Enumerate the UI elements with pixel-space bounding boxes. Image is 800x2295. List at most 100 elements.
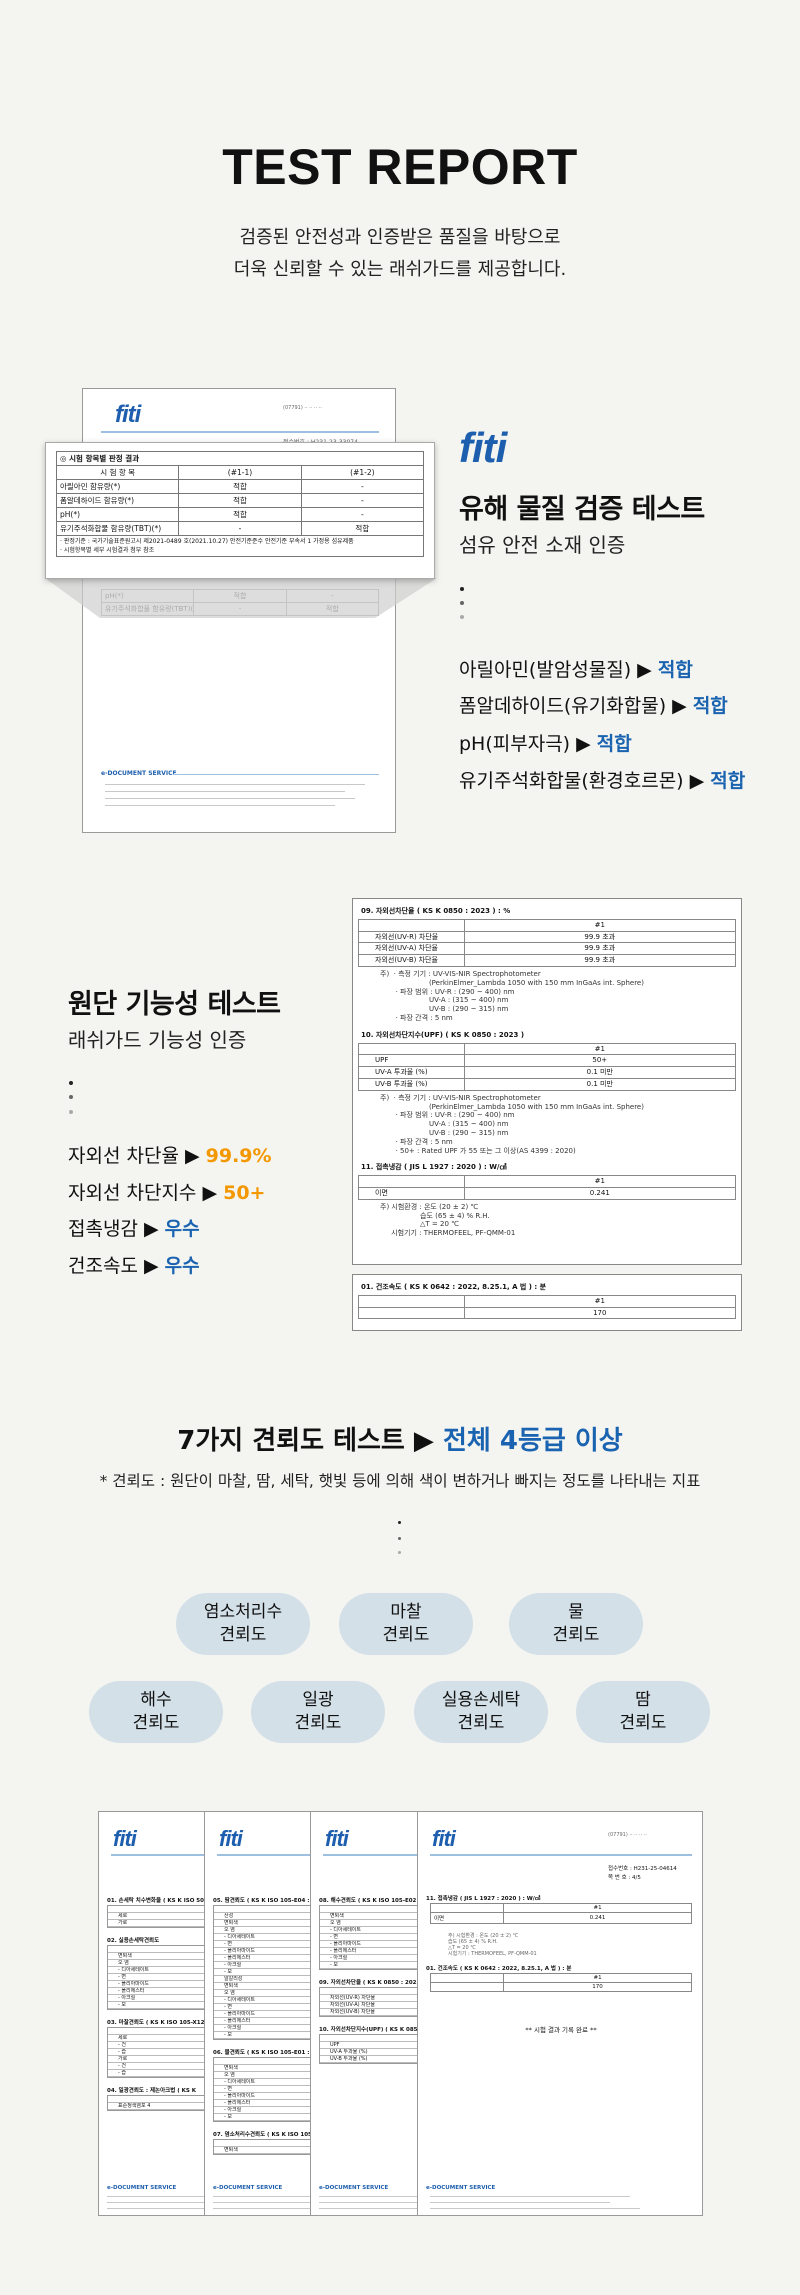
table-row: #1 xyxy=(429,1903,692,1913)
cell: 99.9 초과 xyxy=(463,942,737,956)
dot xyxy=(460,615,464,619)
row-label: - 모 xyxy=(108,2002,204,2009)
row-label: - 아크릴 xyxy=(214,1962,310,1969)
column-header: (#1-1) xyxy=(178,465,302,480)
cell xyxy=(429,1973,505,1983)
fastness-heading: 7가지 견뢰도 테스트 ▶ 전체 4등급 이상 xyxy=(0,1420,800,1457)
fiti-logo: fiti xyxy=(432,1826,456,1851)
row-label: UPF xyxy=(320,2042,417,2049)
table-row: pH(*) 적합 - xyxy=(55,507,425,522)
page-number: 쪽 번 호 : 4/5 xyxy=(608,1875,641,1881)
table-row: 자외선(UV-B) 차단율 99.9 초과 xyxy=(358,954,737,967)
table-row: #1 xyxy=(429,1973,692,1983)
cell: 0.1 미만 xyxy=(463,1066,737,1079)
section-heading: 유해 물질 검증 테스트 xyxy=(459,494,705,525)
report-note: 주) 시험환경 : 온도 (20 ± 2) ℃ 습도 (65 ± 4) % R.… xyxy=(380,1202,516,1238)
section-title: 09. 자외선차단율 ( KS K 0850 : 2023 xyxy=(319,1980,417,1986)
report-section-title: 11. 접촉냉감 ( JIS L 1927 : 2020 ) : W/㎠ xyxy=(361,1163,507,1172)
table-row: 아릴아민 함유량(*) 적합 - xyxy=(55,479,425,494)
row-label: - 면 xyxy=(214,2086,310,2093)
dot xyxy=(69,1081,73,1085)
row-label: 오 염 xyxy=(214,1927,310,1934)
row-label: - 폴리에스터 xyxy=(108,1988,204,1995)
cell: - xyxy=(300,493,425,508)
cell xyxy=(358,1306,465,1320)
dot xyxy=(398,1551,401,1554)
dot xyxy=(460,587,464,591)
magnify-connector xyxy=(45,578,437,618)
row-label: - 폴리에스터 xyxy=(320,1948,417,1955)
table-row: 자외선(UV-A) 차단율 99.9 초과 xyxy=(358,942,737,956)
section-title: 01. 손세탁 치수변화율 ( KS K ISO 5077 xyxy=(107,1898,204,1904)
result-item: 접촉냉감 ▶ 우수 xyxy=(68,1218,200,1240)
doc-footer: e-DOCUMENT SERVICE xyxy=(107,2185,177,2191)
cell xyxy=(429,1903,505,1913)
cell: #1 xyxy=(503,1973,692,1983)
table-row: 170 xyxy=(429,1982,692,1992)
note: 시험항목별 세부 시험결과 첨부 참조 xyxy=(63,547,155,554)
section-title: 02. 실용손세탁견뢰도 xyxy=(107,1938,160,1944)
report-page: fiti 01. 손세탁 치수변화율 ( KS K ISO 5077 세로 가로 02.… xyxy=(98,1811,204,2216)
row-label: - 폴리아마이드 xyxy=(214,2011,310,2018)
fiti-logo: fiti xyxy=(459,424,507,471)
cell: 적합 xyxy=(300,521,425,536)
result-item: 건조속도 ▶ 우수 xyxy=(68,1255,200,1277)
cell: 폼알데하이드 함유량(*) xyxy=(55,493,180,508)
intro-text: 검증된 안전성과 인증받은 품질을 바탕으로 더욱 신뢰할 수 있는 래쉬가드를… xyxy=(0,222,800,286)
cell: 170 xyxy=(463,1306,737,1320)
doc-footer: e-DOCUMENT SERVICE xyxy=(319,2185,389,2191)
row-label: 변퇴색 xyxy=(108,1953,204,1960)
cell: 이면 xyxy=(358,1186,465,1200)
row-label: 자외선(UV-R) 차단율 xyxy=(320,1995,417,2002)
result-item: 유기주석화합물(환경호르몬) ▶ 적합 xyxy=(459,770,746,792)
row-label: - 면 xyxy=(214,2004,310,2011)
row-label: - 폴리에스터 xyxy=(214,2100,310,2107)
dot xyxy=(398,1521,401,1524)
result-item: pH(피부자극) ▶ 적합 xyxy=(459,733,632,755)
table-row: 유기주석화합물 함유량(TBT)(*) - 적합 xyxy=(55,521,425,536)
cell: 이면 xyxy=(429,1912,505,1924)
doc-footer: e-DOCUMENT SERVICE xyxy=(213,2185,283,2191)
column-header: 시 험 항 목 xyxy=(55,465,180,480)
cell: UV-A 투과율 (%) xyxy=(358,1066,465,1079)
cell: 99.9 초과 xyxy=(463,954,737,967)
row-label: 세로 xyxy=(108,2035,204,2042)
row-label: - 건 xyxy=(108,2042,204,2049)
column-header: #1 xyxy=(463,918,737,932)
fastness-pill: 해수 견뢰도 xyxy=(89,1681,223,1743)
cell: 자외선(UV-B) 차단율 xyxy=(358,954,465,967)
row-label: 자외선(UV-B) 차단율 xyxy=(320,2009,417,2016)
fastness-pill: 땀 견뢰도 xyxy=(576,1681,710,1743)
row-label: - 습 xyxy=(108,2070,204,2077)
uv-report-box: 09. 자외선차단율 ( KS K 0850 : 2023 ) : % #1 자외선… xyxy=(352,898,742,1265)
cell: 적합 xyxy=(178,479,302,494)
cell: UPF xyxy=(358,1054,465,1068)
row-label: - 모 xyxy=(214,2114,310,2121)
row-label: 변퇴색 xyxy=(214,1983,310,1990)
row-label: - 폴리아마이드 xyxy=(320,1941,417,1948)
row-label: - 디아세테이트 xyxy=(214,1934,310,1941)
section-title: 10. 자외선차단지수(UPF) ( KS K 0850 xyxy=(319,2027,417,2033)
fiti-logo: fiti xyxy=(113,1826,137,1851)
row-label: - 폴리아마이드 xyxy=(214,2093,310,2100)
heading-accent: 전체 4등급 이상 xyxy=(442,1426,623,1456)
cell: #1 xyxy=(503,1903,692,1913)
section-title: 04. 일광견뢰도 : 제논아크법 ( KS K xyxy=(107,2088,197,2094)
report-section-title: 10. 자외선차단지수(UPF) ( KS K 0850 : 2023 ) xyxy=(361,1030,525,1039)
row-label: - 아크릴 xyxy=(320,1955,417,1962)
section-subheading: 섬유 안전 소재 인증 xyxy=(459,533,626,557)
doc-footer: e-DOCUMENT SERVICE xyxy=(426,2185,496,2191)
fastness-pill: 염소처리수 견뢰도 xyxy=(176,1593,310,1655)
dot xyxy=(460,601,464,605)
report-page: fiti 08. 해수견뢰도 ( KS K ISO 105-E02 변퇴색 오 염- … xyxy=(310,1811,417,2216)
row-label: 세로 xyxy=(108,1913,204,1920)
cell: 170 xyxy=(503,1982,692,1992)
dot xyxy=(69,1110,73,1114)
row-label: - 디아세테이트 xyxy=(214,2079,310,2086)
cell: 자외선(UV-R) 차단율 xyxy=(358,930,465,944)
fastness-pill: 물 견뢰도 xyxy=(509,1593,643,1655)
row-label: - 폴리에스터 xyxy=(214,1955,310,1962)
section-title: 05. 땀견뢰도 ( KS K ISO 105-E04 : 20 xyxy=(213,1898,310,1904)
cell: - xyxy=(178,521,302,536)
report-note: 주) · 측정 기기 : UV-VIS-NIR Spectrophotomete… xyxy=(380,969,644,1022)
